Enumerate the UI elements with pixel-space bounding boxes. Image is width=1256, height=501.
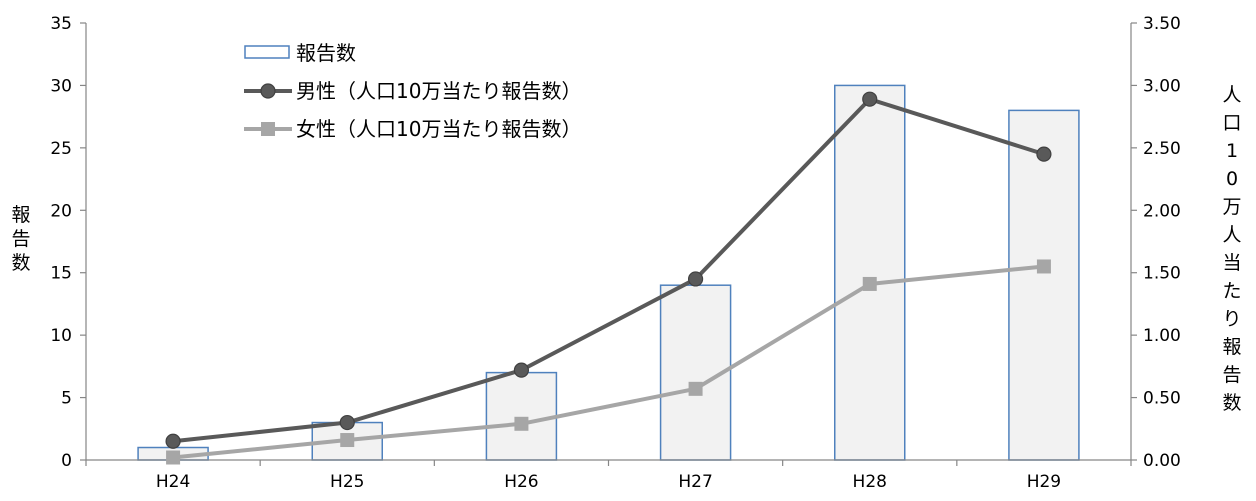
legend-label-male: 男性（人口10万当たり報告数） [296,79,581,103]
y2-axis-title-char: た [1222,280,1241,302]
right-tick-label: 0.50 [1143,389,1181,409]
y2-axis-title-char: 1 [1226,140,1238,162]
point-female-H27 [688,381,703,396]
y2-axis-title-char: 人 [1222,224,1241,246]
x-tick-label-H25: H25 [330,472,364,492]
y2-axis-title-char: 数 [1222,392,1241,414]
point-male-H29 [1036,146,1052,162]
point-male-H26 [513,362,530,378]
point-female-H25 [340,433,355,448]
point-male-H27 [687,271,704,287]
legend-swatch-bar [244,45,290,59]
x-tick-label-H26: H26 [504,472,538,492]
y-axis-title-char: 報 [11,204,30,226]
legend-label-female: 女性（人口10万当たり報告数） [296,117,581,141]
right-tick-label: 3.00 [1143,76,1181,96]
right-tick-label: 2.50 [1143,139,1181,159]
y-axis-title: 報告数 [11,204,30,274]
y2-axis-title-char: 報 [1222,336,1241,358]
x-tick-label-H27: H27 [678,472,712,492]
y2-axis-title-char: 万 [1222,196,1241,218]
left-tick-label: 35 [50,14,72,34]
left-tick-label: 0 [61,451,72,471]
x-tick-label-H29: H29 [1027,472,1061,492]
bar-H29 [1008,109,1080,461]
line-female [172,264,1045,460]
point-female-H29 [1036,259,1051,274]
point-male-H25 [339,414,355,431]
right-tick-label: 2.00 [1143,201,1181,221]
bar-H28 [834,84,906,461]
y2-axis-title-char: 0 [1226,168,1238,190]
point-male-H24 [165,433,181,449]
y2-axis-title-char: 口 [1222,112,1241,134]
right-tick-label: 1.50 [1143,264,1181,284]
y2-axis-title-char: 告 [1222,364,1241,386]
left-tick-label: 5 [61,389,72,409]
y-axis-title-char: 数 [11,252,30,274]
legend-swatch-female-marker [261,122,275,136]
right-tick-label: 3.50 [1143,14,1181,34]
left-tick-label: 15 [50,264,72,284]
point-female-H26 [514,416,529,431]
lines-layer [165,91,1052,465]
right-tick-label: 1.00 [1143,326,1181,346]
bar-H26 [485,371,558,461]
point-male-H28 [862,91,878,107]
point-female-H24 [166,450,181,465]
x-tick-label-H24: H24 [156,472,190,492]
bars-layer [137,84,1080,461]
labels-layer: 051015202530350.000.501.001.502.002.503.… [11,14,1241,492]
left-tick-label: 25 [50,139,72,159]
legend-label-bar: 報告数 [296,41,356,65]
left-tick-label: 20 [50,201,72,221]
y2-axis-title-char: り [1222,308,1241,330]
y2-axis-title-char: 当 [1222,252,1241,274]
right-tick-label: 0.00 [1143,451,1181,471]
point-female-H28 [862,276,877,291]
left-tick-label: 30 [50,76,72,96]
x-tick-label-H28: H28 [853,472,887,492]
y-axis-title-char: 告 [11,228,30,250]
axes-layer [80,22,1137,466]
line-male [172,97,1045,444]
legend-swatch-male-marker [260,83,276,99]
y2-axis-title-char: 人 [1222,84,1241,106]
left-tick-label: 10 [50,326,72,346]
